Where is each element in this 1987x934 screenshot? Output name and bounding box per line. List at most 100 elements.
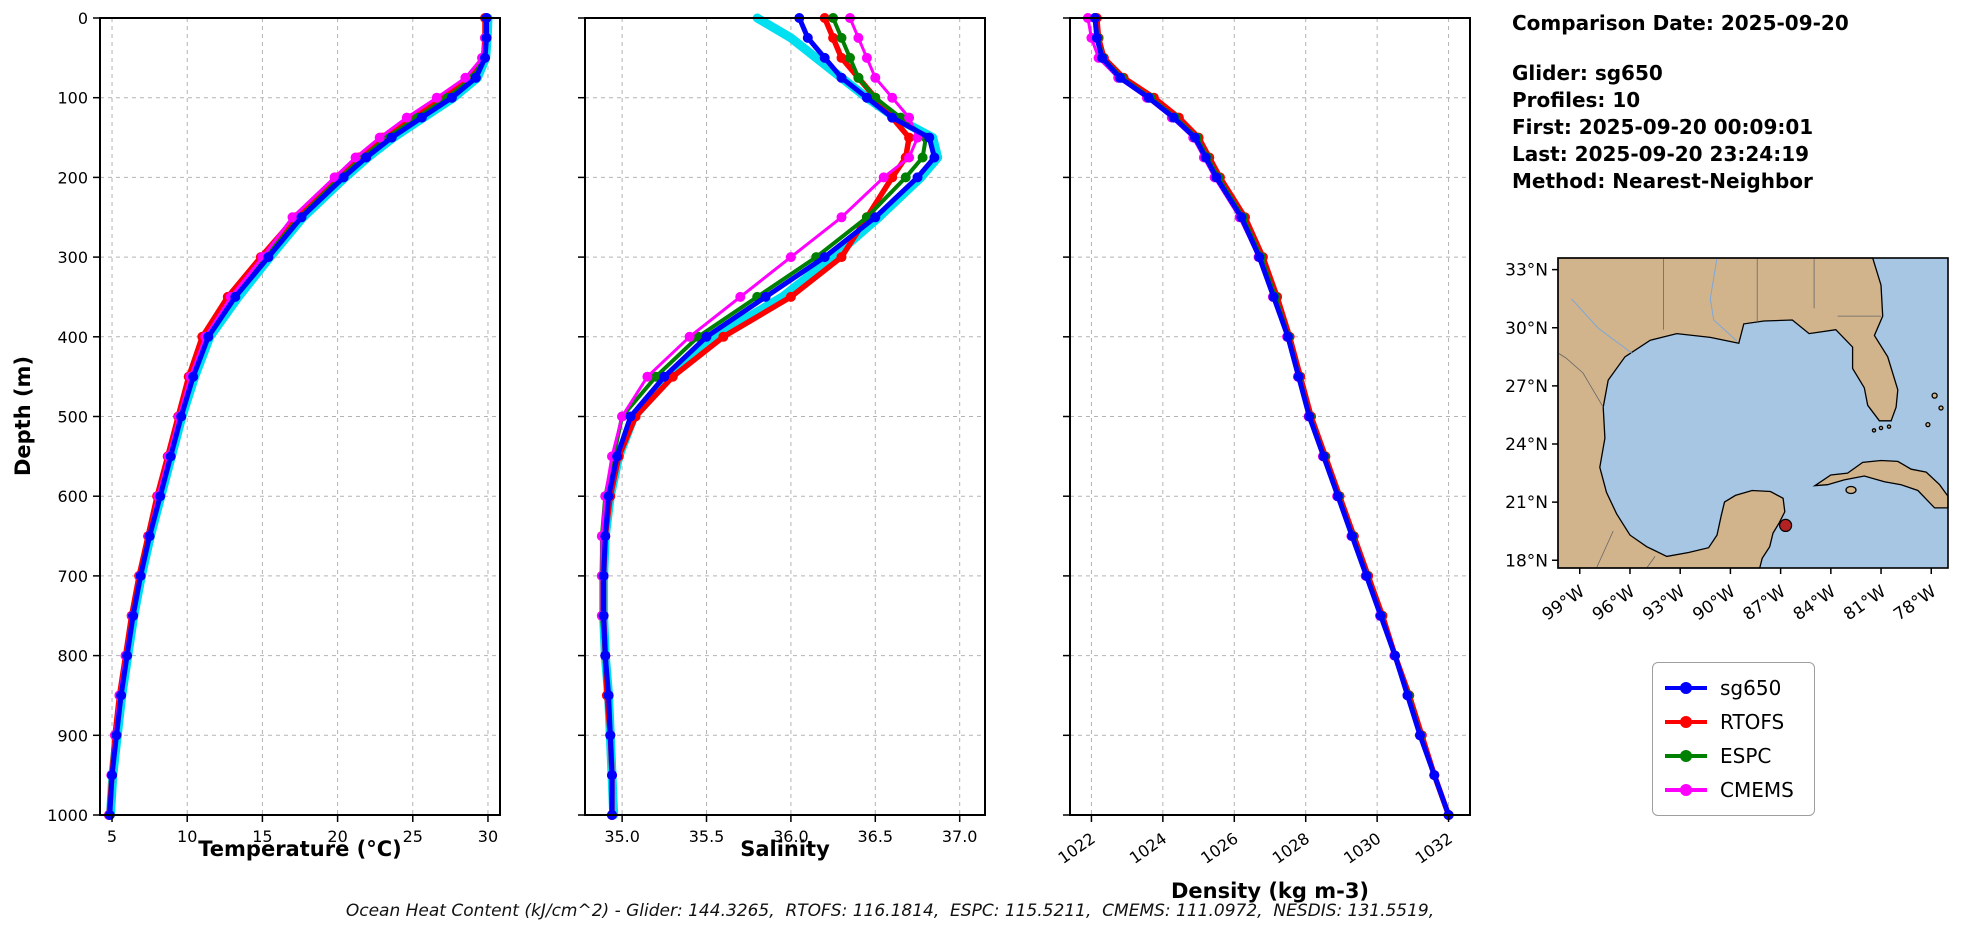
ESPC-marker <box>845 52 855 63</box>
map-lon-tick-label: 81°W <box>1840 582 1890 625</box>
last-profile-time: Last: 2025-09-20 23:24:19 <box>1512 142 1810 166</box>
chart-salinity: 35.0 35.5 36.0 36.5 37.0 <box>578 13 986 846</box>
map-lon-tick-label: 93°W <box>1639 582 1689 625</box>
y-tick-label: 0 <box>78 9 88 28</box>
land-north-america <box>1557 257 1899 569</box>
legend-marker-dot <box>1680 716 1692 728</box>
x-tick-label: 5 <box>107 827 117 846</box>
map-lon-tick-label: 87°W <box>1740 582 1790 625</box>
sg650-marker <box>598 610 609 621</box>
sg650-marker <box>144 531 155 542</box>
sg650-marker <box>1402 690 1413 701</box>
x-tick-label: 15 <box>252 827 272 846</box>
sg650-marker <box>263 252 274 263</box>
sg650-marker <box>338 172 349 183</box>
CMEMS-marker <box>617 411 628 422</box>
x-tick-label: 36.0 <box>773 827 809 846</box>
CMEMS-markers <box>104 13 492 820</box>
map-lon-tick-label: 84°W <box>1790 582 1840 625</box>
sg650-marker <box>1268 291 1279 302</box>
sg650-marker <box>116 690 127 701</box>
CMEMS-marker <box>836 212 847 223</box>
y-tick-label: 600 <box>57 487 88 506</box>
map-frame <box>1557 257 1949 569</box>
sg650-marker <box>870 212 881 223</box>
y-tick-label: 400 <box>57 328 88 347</box>
sg650-markers <box>104 13 492 820</box>
CMEMS-marker <box>735 291 746 302</box>
map-lat-tick-label: 18°N <box>1505 551 1548 571</box>
RTOFS-marker <box>828 32 839 43</box>
CMEMS-marker <box>853 32 864 43</box>
gulf-map: 33°N 30°N 27°N 24°N 21°N 18°N 99°W 96°W 93°W 90°W… <box>1505 257 1949 625</box>
sg650-marker <box>625 411 636 422</box>
CMEMS-marker <box>878 172 889 183</box>
legend-label: ESPC <box>1720 744 1772 768</box>
CMEMS-marker <box>401 112 412 123</box>
texas-river <box>1571 298 1632 354</box>
sg650-marker <box>1282 331 1293 342</box>
sg650-marker <box>1304 411 1315 422</box>
sg650-marker <box>912 172 923 183</box>
CMEMS-marker <box>904 112 915 123</box>
sg650-marker <box>1361 570 1372 581</box>
land-isla-juventud <box>1845 485 1857 495</box>
RTOFS-markers <box>104 13 490 820</box>
sg650-marker <box>1429 770 1440 781</box>
y-tick-label: 300 <box>57 248 88 267</box>
ESPC-markers <box>104 13 492 820</box>
comparison-date: Comparison Date: 2025-09-20 <box>1512 11 1849 35</box>
ESPC-marker <box>853 72 864 83</box>
legend-item-cmems: CMEMS <box>1665 773 1794 807</box>
y-tick-label: 500 <box>57 408 88 427</box>
sg650-marker <box>760 291 771 302</box>
sg650-marker <box>1347 531 1358 542</box>
map-lat-tick-label: 24°N <box>1505 435 1548 455</box>
ESPC-marker <box>836 32 847 43</box>
x-tick-label: 10 <box>177 827 197 846</box>
sg650-marker <box>600 531 611 542</box>
map-lat-tick-label: 33°N <box>1505 261 1548 281</box>
RTOFS-marker <box>887 172 898 183</box>
sg650-marker <box>176 411 187 422</box>
legend-marker-dot <box>1680 682 1692 694</box>
legend-line-sample <box>1665 749 1707 763</box>
sg650-marker <box>1200 152 1211 163</box>
sg650-marker <box>1143 92 1154 103</box>
comparison-method: Method: Nearest-Neighbor <box>1512 169 1813 193</box>
x-tick-label: 1026 <box>1197 829 1241 868</box>
CMEMS-marker <box>431 92 442 103</box>
CMEMS-marker <box>350 152 361 163</box>
sg650-marker <box>1097 52 1108 63</box>
x-tick-label: 1022 <box>1054 829 1098 868</box>
sg650-marker <box>819 252 830 263</box>
CMEMS-marker <box>329 172 340 183</box>
sg650-marker <box>607 770 617 781</box>
sg650-marker <box>122 650 133 661</box>
state-border-lines <box>1596 258 1881 569</box>
profiles-count: Profiles: 10 <box>1512 88 1641 112</box>
CMEMS-marker <box>374 132 385 143</box>
ESPC-marker <box>917 152 928 163</box>
temperature-axis-title: Temperature (°C) <box>198 837 401 861</box>
RTOFS-marker <box>718 331 729 342</box>
map-lat-tick-label: 30°N <box>1505 319 1548 339</box>
sg650-marker <box>446 92 457 103</box>
sg650-marker <box>361 152 372 163</box>
y-tick-label: 900 <box>57 726 88 745</box>
sg650-markers <box>598 13 940 820</box>
us-mexico-border <box>1557 352 1604 408</box>
sg650-marker <box>155 491 166 502</box>
x-tick-label: 1030 <box>1340 829 1384 868</box>
x-tick-label: 25 <box>403 827 423 846</box>
y-axis-label: Depth (m) <box>11 356 35 476</box>
profile-panels: 5 10 15 20 25 3001002003004005006007008009001… <box>47 9 1471 868</box>
x-tick-label: 36.5 <box>857 827 893 846</box>
sg650-marker <box>1236 212 1247 223</box>
sg650-marker <box>605 730 616 741</box>
mississippi-river <box>1709 257 1738 342</box>
legend-item-sg650: sg650 <box>1665 671 1794 705</box>
CMEMS-marker <box>904 152 915 163</box>
land-bahamas-island <box>1931 392 1938 399</box>
sg650-marker <box>470 72 481 83</box>
